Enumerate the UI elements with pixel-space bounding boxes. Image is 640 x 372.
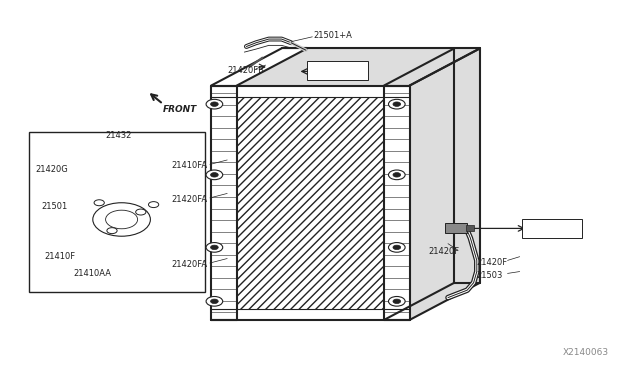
Bar	[466, 225, 474, 231]
Text: 21420G: 21420G	[35, 165, 68, 174]
Circle shape	[211, 102, 218, 106]
Circle shape	[388, 243, 405, 252]
Text: 21410FA: 21410FA	[172, 161, 208, 170]
Circle shape	[211, 173, 218, 177]
Circle shape	[206, 170, 223, 180]
Text: 21503: 21503	[477, 271, 503, 280]
Circle shape	[211, 245, 218, 250]
Circle shape	[393, 245, 401, 250]
Text: SEC.210: SEC.210	[536, 224, 568, 233]
Circle shape	[206, 99, 223, 109]
Bar	[29, 132, 205, 292]
Circle shape	[388, 170, 405, 180]
Text: 21420FB: 21420FB	[227, 66, 264, 75]
Circle shape	[206, 296, 223, 306]
Text: 21420FA: 21420FA	[172, 195, 208, 203]
Circle shape	[94, 200, 104, 206]
Bar	[445, 223, 467, 232]
Circle shape	[136, 209, 146, 215]
Circle shape	[393, 102, 401, 106]
Text: 21501+A: 21501+A	[314, 31, 353, 40]
Text: 21420FA: 21420FA	[172, 260, 208, 269]
Text: 21420F: 21420F	[477, 258, 508, 267]
Text: X2140063: X2140063	[563, 348, 609, 357]
Text: 21501: 21501	[42, 202, 68, 211]
Text: 21432: 21432	[106, 131, 132, 140]
Circle shape	[388, 296, 405, 306]
FancyBboxPatch shape	[307, 61, 368, 80]
Polygon shape	[237, 48, 480, 86]
Circle shape	[107, 228, 117, 234]
Text: 21420F: 21420F	[429, 247, 460, 256]
FancyBboxPatch shape	[522, 219, 582, 238]
Text: 21410AA: 21410AA	[74, 269, 111, 278]
Circle shape	[148, 202, 159, 208]
Circle shape	[211, 299, 218, 304]
Circle shape	[393, 299, 401, 304]
Text: FRONT: FRONT	[163, 105, 198, 114]
Polygon shape	[410, 48, 480, 320]
Circle shape	[393, 173, 401, 177]
Circle shape	[206, 243, 223, 252]
Circle shape	[388, 99, 405, 109]
Text: 21410F: 21410F	[45, 252, 76, 261]
Text: SEC.210: SEC.210	[321, 66, 353, 75]
